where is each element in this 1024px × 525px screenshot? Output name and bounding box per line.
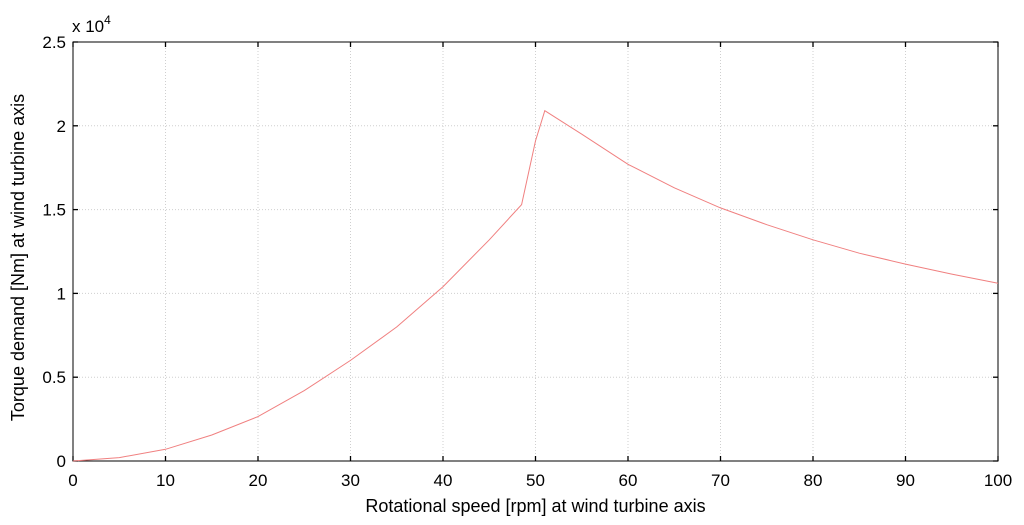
label-layer: 0 10 20 30 40 50 60 70 80 90 100 0 0.5 1 1.5 2 2.5 — [42, 33, 1012, 490]
x-tick-label: 10 — [156, 471, 175, 490]
x-axis-label: Rotational speed [rpm] at wind turbine a… — [365, 496, 705, 516]
grid-layer — [72, 41, 999, 462]
y-exponent-base: x 10 — [72, 17, 104, 36]
x-tick-label: 70 — [711, 471, 730, 490]
y-tick-label: 1 — [57, 284, 66, 303]
y-tick-label: 2.5 — [42, 33, 66, 52]
plot-area-border — [72, 41, 999, 462]
tick-layer — [72, 41, 999, 462]
y-exponent-label: x 104 — [72, 13, 111, 36]
y-exponent-power: 4 — [104, 13, 111, 27]
series-line — [72, 109, 999, 462]
x-tick-label: 40 — [434, 471, 453, 490]
y-tick-label: 1.5 — [42, 201, 66, 220]
x-tick-label: 50 — [526, 471, 545, 490]
x-tick-label: 30 — [341, 471, 360, 490]
x-tick-label: 100 — [984, 471, 1012, 490]
y-tick-label: 0 — [57, 452, 66, 471]
x-tick-label: 60 — [619, 471, 638, 490]
x-tick-label: 20 — [249, 471, 268, 490]
x-tick-label: 0 — [68, 471, 77, 490]
x-tick-label: 80 — [804, 471, 823, 490]
y-tick-label: 0.5 — [42, 368, 66, 387]
x-tick-label: 90 — [896, 471, 915, 490]
y-tick-label: 2 — [57, 117, 66, 136]
series-layer — [72, 109, 999, 462]
y-axis-label: Torque demand [Nm] at wind turbine axis — [8, 94, 28, 421]
